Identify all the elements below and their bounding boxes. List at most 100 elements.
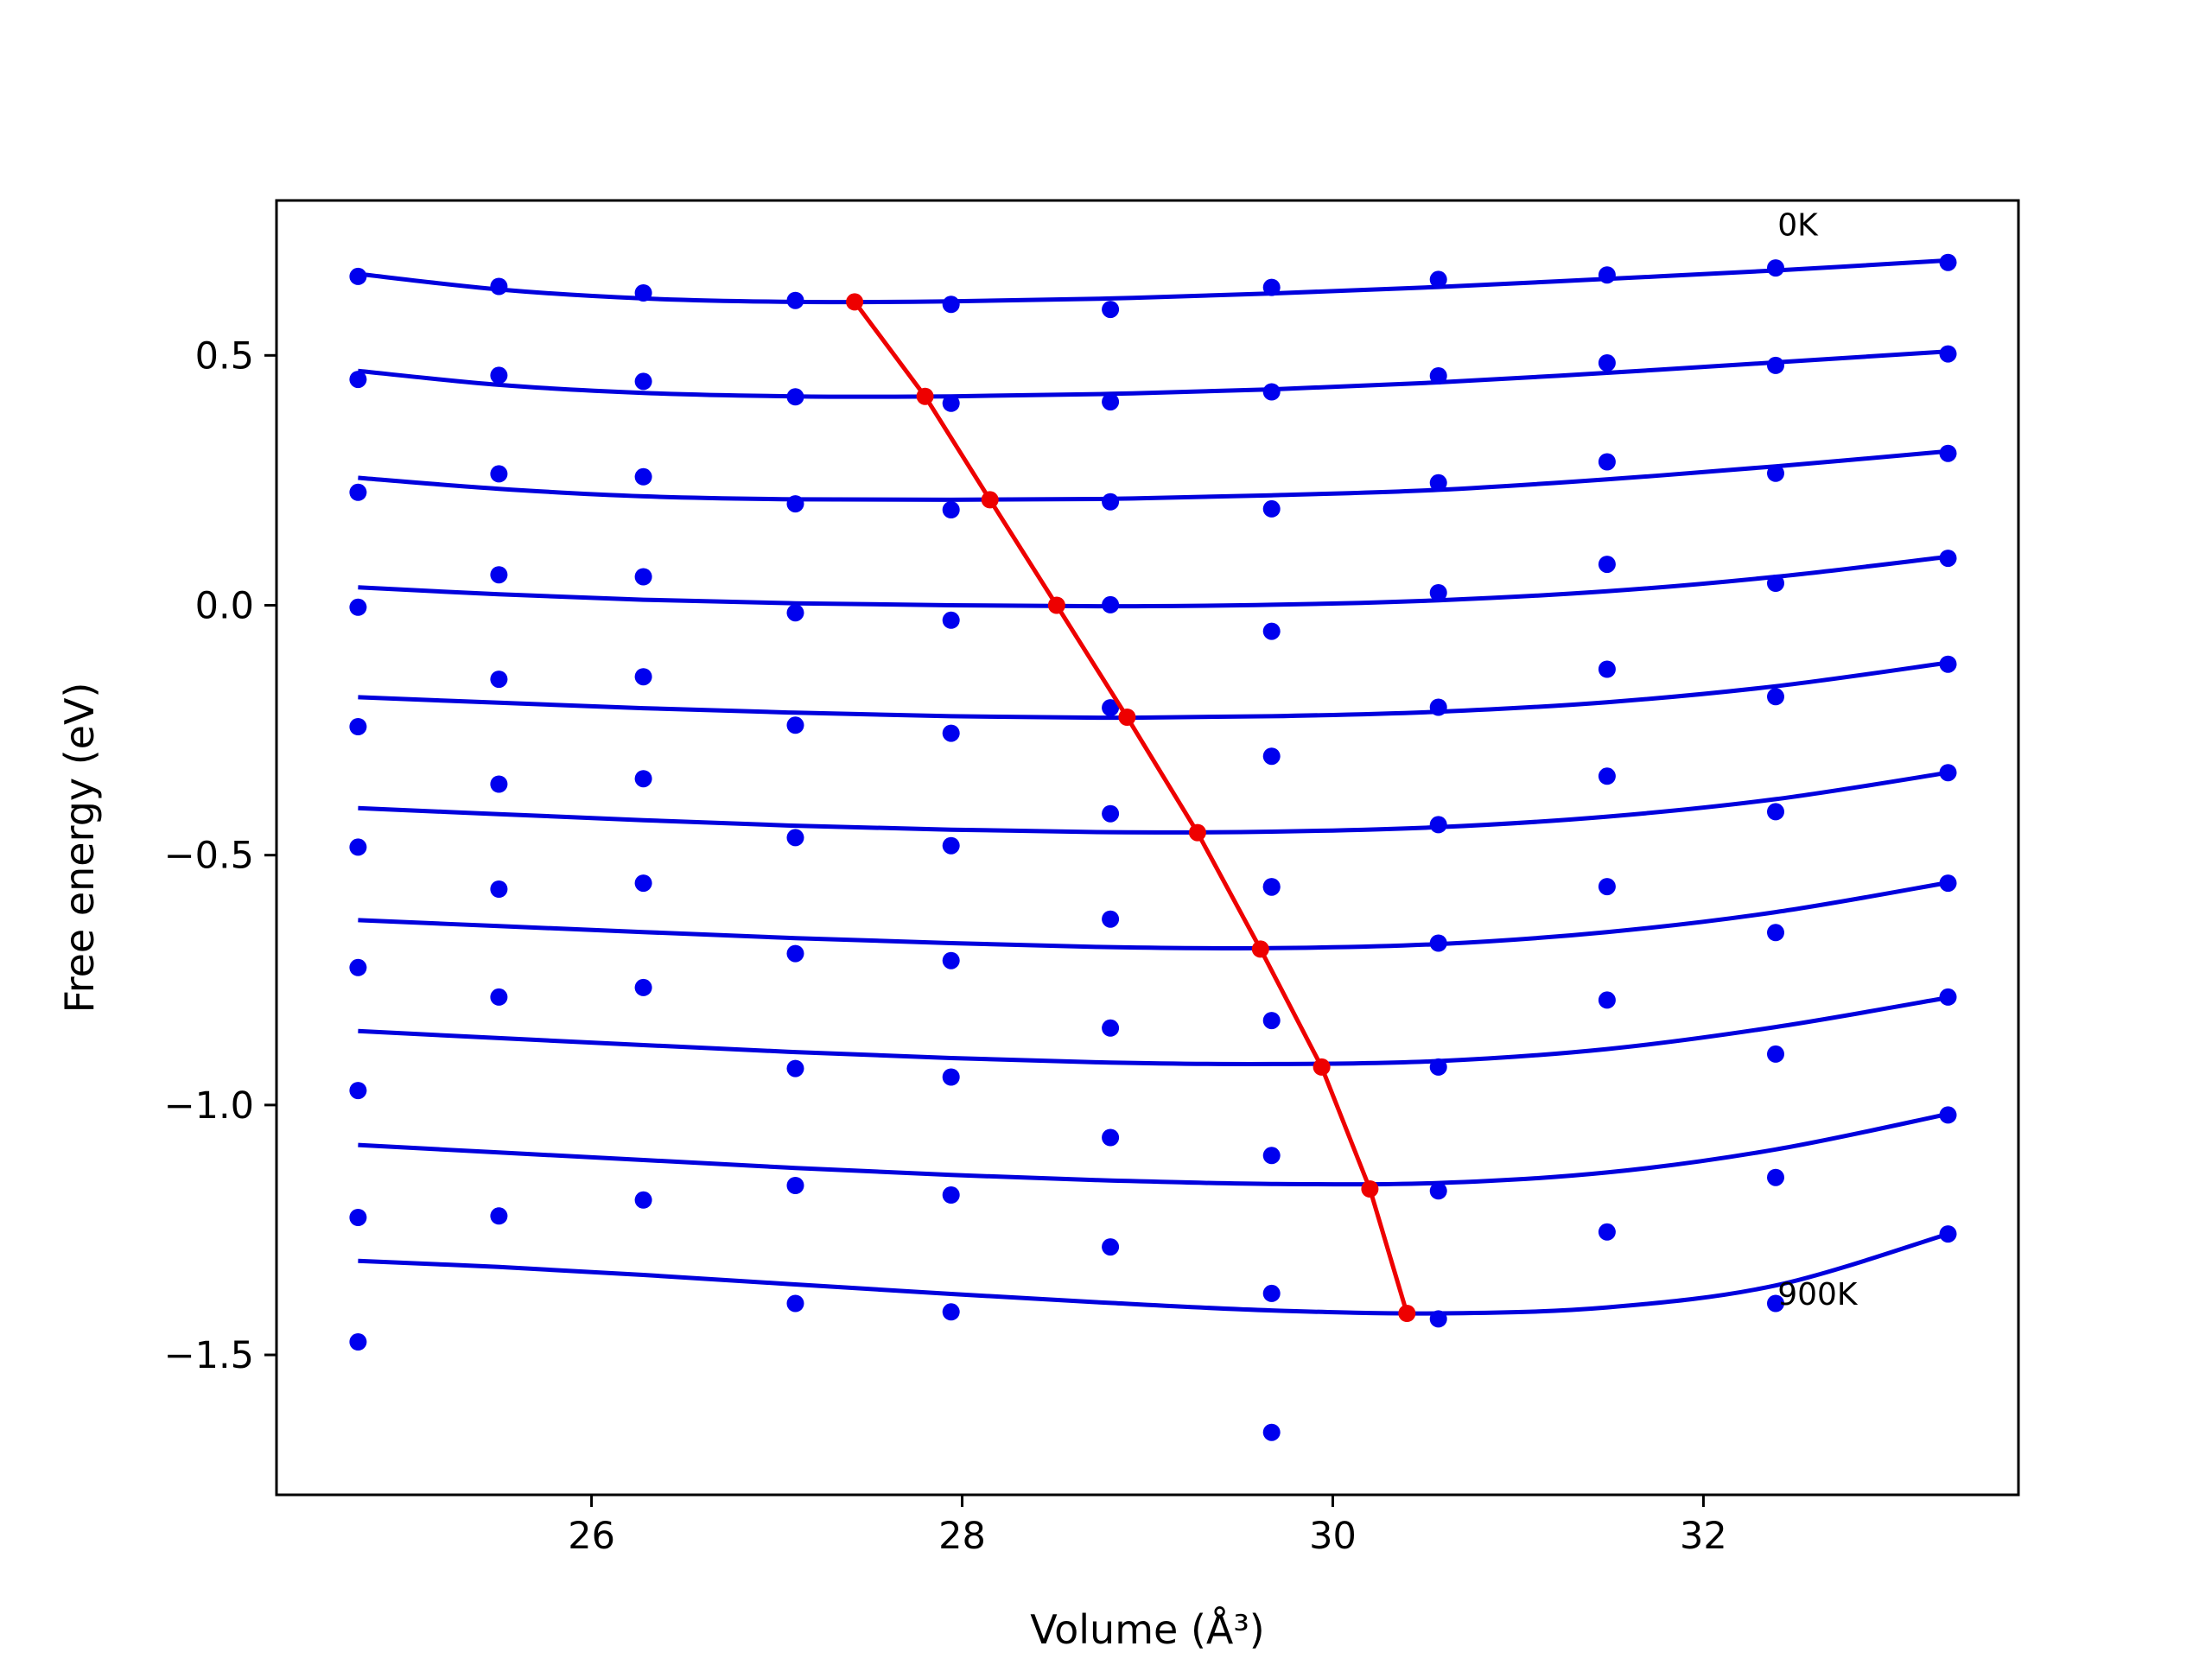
data-point xyxy=(942,501,960,518)
data-point xyxy=(1598,1223,1616,1241)
minimum-line-path xyxy=(853,300,1409,1314)
data-point xyxy=(490,366,508,385)
data-point xyxy=(634,668,652,686)
data-points xyxy=(349,253,1957,1441)
y-tick-label: −1.5 xyxy=(164,1334,254,1377)
data-point xyxy=(1598,991,1616,1009)
data-point xyxy=(1429,1310,1447,1328)
data-point xyxy=(786,388,804,406)
data-point xyxy=(1598,266,1616,284)
minimum-point xyxy=(981,491,999,509)
data-point xyxy=(490,880,508,898)
data-point xyxy=(1939,550,1957,568)
data-point xyxy=(490,277,508,296)
x-tick-label: 32 xyxy=(1680,1515,1727,1558)
data-point xyxy=(1939,988,1957,1006)
data-point xyxy=(1939,764,1957,782)
y-tick-label: 0.0 xyxy=(195,584,254,627)
data-point xyxy=(1767,259,1784,277)
data-point xyxy=(490,671,508,689)
fit-curve-5 xyxy=(358,770,1948,835)
data-point xyxy=(1939,444,1957,462)
data-point xyxy=(786,1177,804,1194)
fit-curve-9 xyxy=(358,1231,1949,1316)
data-point xyxy=(349,483,367,501)
minimum-point xyxy=(846,293,864,311)
data-point xyxy=(1102,804,1120,823)
data-point xyxy=(634,372,652,391)
data-point xyxy=(634,284,652,302)
minimum-point xyxy=(916,387,934,405)
plot-frame xyxy=(275,199,2020,1497)
data-point xyxy=(634,568,652,586)
data-point xyxy=(1429,934,1447,952)
data-point xyxy=(634,978,652,996)
data-point xyxy=(1262,499,1281,518)
data-point xyxy=(1262,1147,1281,1165)
data-point xyxy=(942,951,960,969)
data-point xyxy=(634,770,652,788)
y-tick-label: −1.0 xyxy=(164,1084,254,1128)
annotation-900k: 900K xyxy=(1777,1277,1859,1313)
x-axis-label: Volume (Å³) xyxy=(1030,1606,1265,1653)
data-point xyxy=(1939,345,1957,363)
data-point xyxy=(1429,1058,1447,1076)
data-point xyxy=(349,718,367,735)
data-point xyxy=(1102,393,1120,411)
data-point xyxy=(942,296,960,314)
data-point xyxy=(1262,278,1281,296)
data-point xyxy=(490,775,508,793)
data-point xyxy=(349,1333,367,1351)
data-point xyxy=(942,1303,960,1321)
data-point xyxy=(490,566,508,584)
data-point xyxy=(1429,474,1447,492)
data-point xyxy=(1767,1294,1784,1313)
data-point xyxy=(942,394,960,412)
data-point xyxy=(942,1068,960,1086)
data-point xyxy=(1767,803,1784,821)
data-point xyxy=(1102,301,1120,319)
data-point xyxy=(786,829,804,847)
minimum-line xyxy=(846,293,1416,1322)
data-point xyxy=(1598,767,1616,785)
annotation-0k: 0K xyxy=(1777,208,1819,244)
data-point xyxy=(1767,1045,1784,1063)
data-point xyxy=(634,1191,652,1209)
data-point xyxy=(349,371,367,389)
data-point xyxy=(942,611,960,629)
data-point xyxy=(634,874,652,893)
data-point xyxy=(1429,698,1447,716)
x-tick-label: 28 xyxy=(938,1515,986,1558)
data-point xyxy=(1102,910,1120,928)
minimum-point xyxy=(1047,596,1065,614)
data-point xyxy=(1939,253,1957,271)
data-point xyxy=(1262,622,1281,640)
x-tick-label: 26 xyxy=(568,1515,615,1558)
data-point xyxy=(786,604,804,622)
data-point xyxy=(349,267,367,285)
data-point xyxy=(1262,1284,1281,1302)
data-point xyxy=(490,1207,508,1225)
x-tick-label: 30 xyxy=(1309,1515,1357,1558)
y-tick-label: −0.5 xyxy=(164,835,254,878)
data-point xyxy=(1939,874,1957,893)
x-axis-ticks: 26 28 30 32 xyxy=(568,1495,1727,1558)
fit-curve-6 xyxy=(358,880,1948,950)
y-axis-ticks: 0.5 0.0 −0.5 −1.0 −1.5 xyxy=(164,334,276,1377)
data-point xyxy=(1767,575,1784,592)
data-point xyxy=(1429,1182,1447,1200)
data-point xyxy=(1429,270,1447,289)
fit-curve-8 xyxy=(358,1111,1949,1187)
data-point xyxy=(1598,660,1616,678)
y-axis-label: Free energy (eV) xyxy=(56,683,103,1014)
data-point xyxy=(1429,367,1447,385)
data-point xyxy=(786,1294,804,1313)
data-point xyxy=(490,465,508,483)
minimum-point xyxy=(1361,1180,1379,1198)
data-point xyxy=(349,1082,367,1100)
data-point xyxy=(1102,1128,1120,1147)
data-point xyxy=(1939,1106,1957,1124)
data-point xyxy=(1939,1225,1957,1243)
